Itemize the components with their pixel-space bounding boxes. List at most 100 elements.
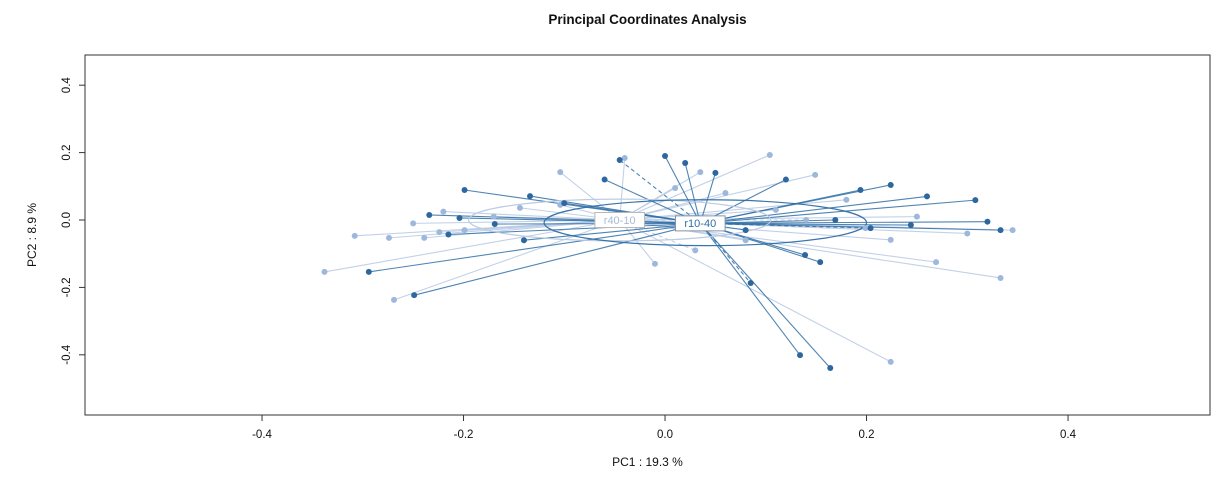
sample-point[interactable]	[445, 231, 452, 238]
sample-point[interactable]	[913, 213, 920, 220]
x-tick-label: -0.4	[252, 429, 272, 441]
group-label-box[interactable]	[594, 212, 645, 229]
sample-point[interactable]	[461, 227, 468, 234]
sample-point[interactable]	[321, 268, 328, 275]
spider-segment	[699, 223, 831, 369]
group-label: r10-40	[684, 218, 716, 230]
sample-point[interactable]	[662, 152, 669, 159]
y-tick-label: 0.0	[61, 212, 73, 228]
sample-point[interactable]	[351, 232, 358, 239]
group-label: r40-10	[604, 215, 636, 227]
spider-segment	[664, 155, 701, 224]
sample-point[interactable]	[461, 187, 468, 194]
sample-point[interactable]	[601, 176, 608, 183]
y-tick-label: -0.2	[61, 277, 73, 297]
sample-point[interactable]	[812, 171, 819, 178]
spider-segment	[700, 195, 928, 224]
sample-point[interactable]	[887, 358, 894, 365]
y-tick-label: 0.2	[61, 145, 73, 161]
sample-point[interactable]	[440, 208, 447, 215]
sample-point[interactable]	[385, 234, 392, 241]
sample-point[interactable]	[411, 292, 418, 299]
sample-point[interactable]	[651, 260, 658, 267]
sample-point[interactable]	[803, 217, 810, 224]
sample-point[interactable]	[997, 227, 1004, 234]
group-label-box[interactable]	[674, 215, 726, 232]
sample-point[interactable]	[490, 213, 497, 220]
sample-point[interactable]	[410, 220, 417, 227]
sample-point[interactable]	[391, 296, 398, 303]
spider-segment	[700, 222, 871, 229]
sample-point[interactable]	[766, 151, 773, 158]
sample-point[interactable]	[867, 225, 874, 232]
sample-point[interactable]	[722, 190, 729, 197]
spider-segment	[619, 159, 701, 224]
spider-segment	[684, 162, 701, 224]
spider-segment	[699, 223, 752, 284]
x-tick-label: 0.2	[859, 429, 875, 441]
sample-point[interactable]	[887, 181, 894, 188]
x-tick-label: -0.2	[454, 429, 474, 441]
spider-segment	[700, 221, 988, 224]
spider-segment	[699, 172, 716, 224]
sample-point[interactable]	[862, 225, 869, 232]
sample-point[interactable]	[436, 229, 443, 236]
sample-point[interactable]	[972, 197, 979, 204]
group-ellipse	[467, 198, 772, 242]
sample-point[interactable]	[817, 259, 824, 266]
sample-point[interactable]	[933, 259, 940, 266]
spider-segment	[523, 222, 701, 241]
sample-point[interactable]	[616, 157, 623, 164]
sample-point[interactable]	[426, 211, 433, 218]
spider-segment	[443, 211, 620, 221]
spider-segment	[619, 219, 891, 363]
chart-title: Principal Coordinates Analysis	[548, 12, 747, 27]
sample-point[interactable]	[491, 221, 498, 228]
spider-segment	[700, 199, 976, 224]
sample-point[interactable]	[692, 247, 699, 254]
sample-point[interactable]	[923, 193, 930, 200]
sample-point[interactable]	[772, 206, 779, 213]
sample-point[interactable]	[827, 364, 834, 371]
sample-point[interactable]	[964, 230, 971, 237]
sample-point[interactable]	[802, 252, 809, 259]
spider-segment	[414, 222, 701, 296]
spider-segment	[619, 157, 626, 221]
sample-point[interactable]	[742, 227, 749, 234]
sample-point[interactable]	[1009, 227, 1016, 234]
sample-point[interactable]	[621, 154, 628, 161]
spider-segment	[324, 219, 620, 273]
group-ellipse	[543, 199, 868, 247]
sample-point[interactable]	[782, 176, 789, 183]
y-tick-label: -0.4	[61, 344, 73, 364]
sample-point[interactable]	[997, 274, 1004, 281]
sample-point[interactable]	[984, 218, 991, 225]
sample-point[interactable]	[682, 160, 689, 167]
sample-point[interactable]	[672, 184, 679, 191]
spider-segment	[368, 222, 701, 273]
sample-point[interactable]	[557, 169, 564, 176]
sample-point[interactable]	[561, 200, 568, 207]
sample-point[interactable]	[843, 196, 850, 203]
sample-point[interactable]	[365, 268, 372, 275]
sample-point[interactable]	[520, 237, 527, 244]
sample-point[interactable]	[516, 204, 523, 211]
sample-point[interactable]	[857, 187, 864, 194]
sample-point[interactable]	[456, 214, 463, 221]
sample-point[interactable]	[832, 217, 839, 224]
plot-box	[84, 54, 1211, 416]
sample-point[interactable]	[712, 169, 719, 176]
sample-point[interactable]	[747, 280, 754, 287]
x-tick-label: 0.0	[657, 429, 673, 441]
spider-segment	[619, 154, 771, 221]
x-tick-label: 0.4	[1060, 429, 1077, 441]
sample-point[interactable]	[887, 236, 894, 243]
sample-point[interactable]	[527, 193, 534, 200]
sample-point[interactable]	[742, 237, 749, 244]
sample-point[interactable]	[907, 222, 914, 229]
sample-point[interactable]	[697, 169, 704, 176]
spider-segment	[448, 222, 701, 236]
sample-point[interactable]	[421, 234, 428, 241]
sample-point[interactable]	[797, 352, 804, 359]
spider-segment	[619, 174, 816, 221]
